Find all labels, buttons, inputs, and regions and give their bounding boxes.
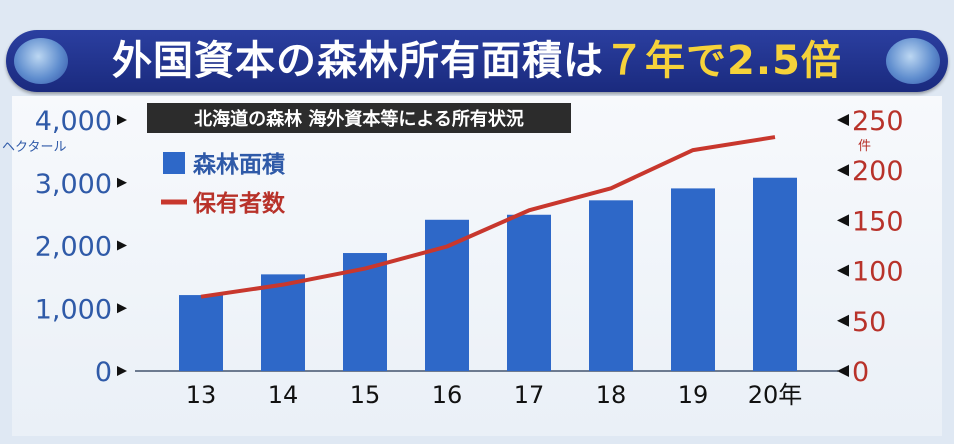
legend-bar-label: 森林面積 <box>193 151 286 178</box>
right-tick-label: 50 <box>852 307 886 338</box>
left-tick-marker <box>117 177 127 188</box>
right-tick-marker <box>837 114 849 126</box>
x-tick-label: 14 <box>268 381 299 409</box>
title-banner: 外国資本の森林所有面積は７年で2.5倍 <box>6 30 948 92</box>
right-tick-marker <box>837 214 849 227</box>
title-main: 外国資本の森林所有面積は <box>112 38 605 84</box>
left-tick-label: 1,000 <box>35 294 112 325</box>
bar-forest-area <box>753 177 797 371</box>
right-tick-marker <box>837 314 849 327</box>
bar-forest-area <box>261 274 305 371</box>
left-tick-marker <box>117 366 127 376</box>
bar-forest-area <box>179 295 223 371</box>
right-tick-label: 100 <box>852 257 904 288</box>
right-tick-label: 0 <box>852 357 869 388</box>
right-tick-marker <box>837 264 849 277</box>
right-tick-label: 150 <box>852 206 904 237</box>
title-highlight: ７年で2.5倍 <box>604 38 842 84</box>
chart-title: 外国資本の森林所有面積は７年で2.5倍 <box>66 36 888 86</box>
x-tick-label: 13 <box>186 381 217 409</box>
x-tick-label: 15 <box>350 381 381 409</box>
left-tick-label: 3,000 <box>35 169 112 200</box>
right-tick-marker <box>837 365 849 377</box>
left-tick-label: 2,000 <box>35 232 112 263</box>
bar-forest-area <box>589 200 633 371</box>
left-tick-label: 4,000 <box>35 106 112 137</box>
bar-forest-area <box>507 214 551 371</box>
x-tick-label: 17 <box>514 381 545 409</box>
right-axis-unit: 件 <box>858 139 871 154</box>
legend-line-label: 保有者数 <box>192 190 286 217</box>
right-tick-label: 200 <box>852 156 904 187</box>
left-tick-marker <box>117 303 127 314</box>
bar-forest-area <box>425 219 469 371</box>
x-tick-label: 19 <box>678 381 709 409</box>
x-tick-label: 20年 <box>748 381 803 409</box>
left-tick-marker <box>117 115 127 125</box>
right-tick-marker <box>837 164 849 177</box>
bar-forest-area <box>671 188 715 371</box>
legend-bar-swatch <box>163 152 185 174</box>
decorative-orb-left <box>14 38 68 84</box>
left-axis-unit: ヘクタール <box>2 140 66 155</box>
chart-subtitle: 北海道の森林 海外資本等による所有状況 <box>194 108 524 130</box>
decorative-orb-right <box>886 38 940 84</box>
left-tick-marker <box>117 240 127 251</box>
line-holder-count <box>200 135 776 299</box>
subtitle-box <box>147 103 571 133</box>
x-tick-label: 16 <box>432 381 463 409</box>
right-tick-label: 250 <box>852 106 904 137</box>
x-tick-label: 18 <box>596 381 627 409</box>
left-tick-label: 0 <box>95 357 112 388</box>
